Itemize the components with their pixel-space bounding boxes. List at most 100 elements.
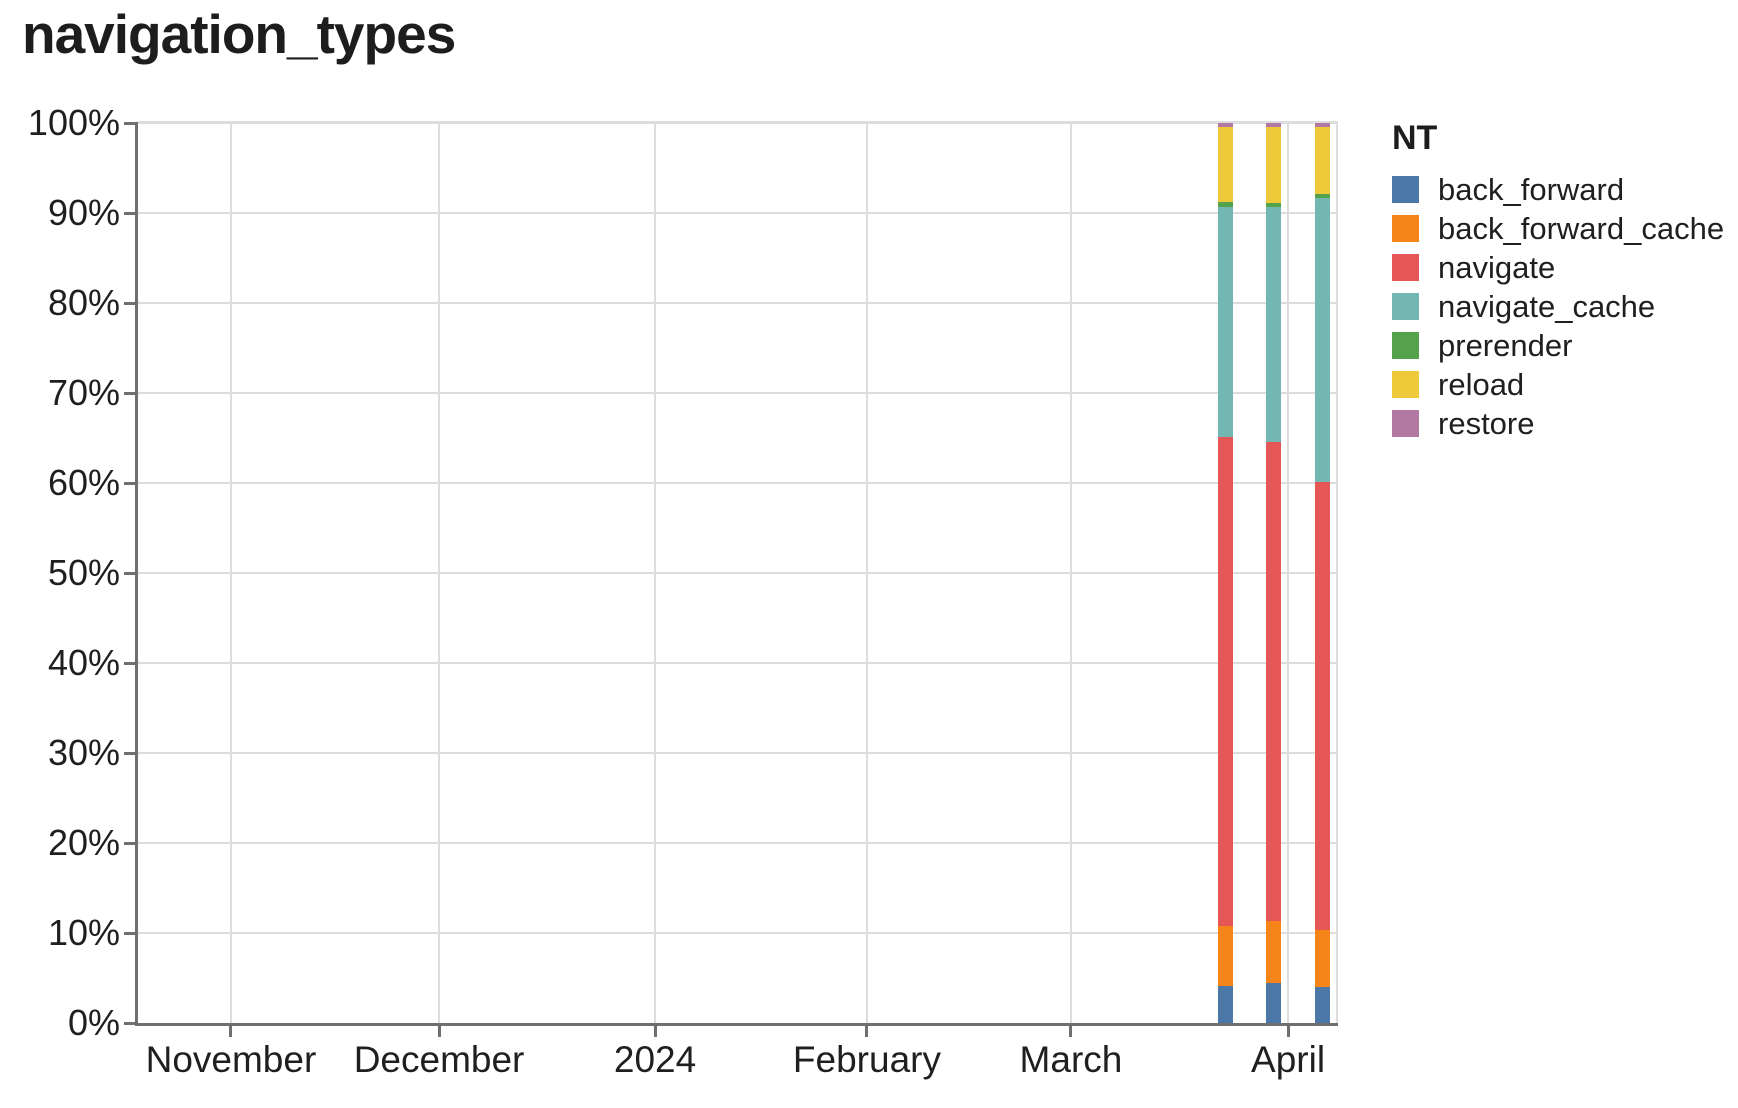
y-axis-tick-label: 50% — [47, 552, 120, 593]
y-axis-tick-label: 100% — [27, 102, 120, 143]
legend-item: reload — [1392, 367, 1724, 402]
x-axis-tick-label: March — [1019, 1039, 1123, 1080]
legend-item: navigate_cache — [1392, 289, 1724, 324]
y-axis-tick — [124, 842, 135, 845]
restore-swatch — [1392, 410, 1419, 437]
back_forward_cache-swatch — [1392, 215, 1419, 242]
gridline-vertical — [438, 123, 441, 1023]
gridline-horizontal — [137, 482, 1337, 484]
plot-border-right — [1336, 123, 1338, 1023]
x-axis-tick — [1286, 1026, 1290, 1037]
y-axis-tick — [124, 662, 135, 665]
y-axis-tick-label: 40% — [47, 642, 120, 683]
x-axis-tick — [229, 1026, 233, 1037]
bar-segment-navigate — [1266, 441, 1282, 922]
x-axis-tick-label: December — [353, 1039, 525, 1080]
y-axis-line — [135, 122, 138, 1024]
y-axis-tick — [124, 572, 135, 575]
bar-segment-prerender — [1266, 203, 1282, 207]
legend-item-label: navigate — [1438, 250, 1556, 285]
bar-segment-navigate_cache — [1266, 206, 1282, 442]
legend-item: back_forward — [1392, 172, 1724, 207]
gridline-horizontal — [137, 302, 1337, 304]
bar-segment-prerender — [1217, 202, 1233, 207]
x-axis-tick — [1069, 1026, 1073, 1037]
gridline-horizontal — [137, 932, 1337, 934]
bar-segment-reload — [1266, 126, 1282, 204]
y-axis-tick-label: 10% — [47, 912, 120, 953]
plot-border-top — [137, 121, 1338, 123]
bar-segment-restore — [1314, 123, 1330, 127]
gridline-horizontal — [137, 212, 1337, 214]
x-axis-tick — [653, 1026, 657, 1037]
legend-item-label: back_forward_cache — [1438, 211, 1725, 246]
bar-segment-reload — [1314, 126, 1330, 195]
bar-segment-back_forward_cache — [1217, 925, 1233, 986]
prerender-swatch — [1392, 332, 1419, 359]
back_forward-swatch — [1392, 176, 1419, 203]
legend-item: navigate — [1392, 250, 1724, 285]
y-axis-tick-label: 80% — [47, 282, 120, 323]
bar-segment-restore — [1266, 123, 1282, 127]
legend-title: NT — [1392, 119, 1438, 157]
y-axis-tick — [124, 392, 135, 395]
y-axis-tick — [124, 752, 135, 755]
legend-item-label: navigate_cache — [1438, 289, 1656, 324]
y-axis-tick — [124, 122, 135, 125]
navigate_cache-swatch — [1392, 293, 1419, 320]
bar-segment-back_forward — [1266, 983, 1282, 1023]
legend-item: prerender — [1392, 330, 1724, 361]
gridline-horizontal — [137, 122, 1337, 124]
bar-segment-back_forward — [1217, 985, 1233, 1023]
y-axis-tick-label: 90% — [47, 192, 120, 233]
gridline-vertical — [1287, 123, 1290, 1023]
y-axis-tick — [124, 302, 135, 305]
bar-segment-restore — [1217, 123, 1233, 127]
plot-area — [137, 123, 1337, 1023]
reload-swatch — [1392, 371, 1419, 398]
y-axis-tick-label: 30% — [47, 732, 120, 773]
bar-segment-back_forward_cache — [1314, 930, 1330, 987]
bar-segment-back_forward — [1314, 987, 1330, 1023]
bar-segment-navigate — [1314, 482, 1330, 931]
bar-segment-navigate — [1217, 437, 1233, 926]
gridline-horizontal — [137, 392, 1337, 394]
y-axis-tick — [124, 1022, 135, 1025]
bar — [1217, 123, 1233, 1023]
gridline-vertical — [229, 123, 232, 1023]
gridline-vertical — [865, 123, 868, 1023]
bar-segment-navigate_cache — [1314, 197, 1330, 483]
y-axis-tick — [124, 932, 135, 935]
bar-segment-prerender — [1314, 194, 1330, 198]
gridline-horizontal — [137, 752, 1337, 754]
legend-item-label: back_forward — [1438, 172, 1625, 207]
x-axis-tick — [437, 1026, 441, 1037]
y-axis-tick-label: 0% — [67, 1002, 120, 1043]
bar — [1314, 123, 1330, 1023]
navigate-swatch — [1392, 254, 1419, 281]
y-axis-tick — [124, 482, 135, 485]
gridline-vertical — [1069, 123, 1072, 1023]
y-axis-tick — [124, 212, 135, 215]
x-axis-tick-label: February — [792, 1039, 941, 1080]
legend-item: restore — [1392, 406, 1724, 441]
gridline-vertical — [654, 123, 657, 1023]
y-axis-tick-label: 70% — [47, 372, 120, 413]
gridline-horizontal — [137, 662, 1337, 664]
legend-item-label: restore — [1438, 406, 1535, 441]
y-axis-tick-label: 20% — [47, 822, 120, 863]
bar-segment-navigate_cache — [1217, 206, 1233, 438]
gridline-horizontal — [137, 842, 1337, 844]
gridline-horizontal — [137, 572, 1337, 574]
x-axis-tick-label: April — [1251, 1039, 1326, 1080]
bar-segment-reload — [1217, 126, 1233, 203]
bar-segment-back_forward_cache — [1266, 921, 1282, 984]
x-axis-line — [135, 1023, 1338, 1026]
legend-item-label: reload — [1438, 367, 1525, 402]
x-axis-tick-label: November — [145, 1039, 317, 1080]
chart-title: navigation_types — [22, 3, 456, 65]
x-axis-tick-label: 2024 — [613, 1039, 697, 1080]
y-axis-tick-label: 60% — [47, 462, 120, 503]
